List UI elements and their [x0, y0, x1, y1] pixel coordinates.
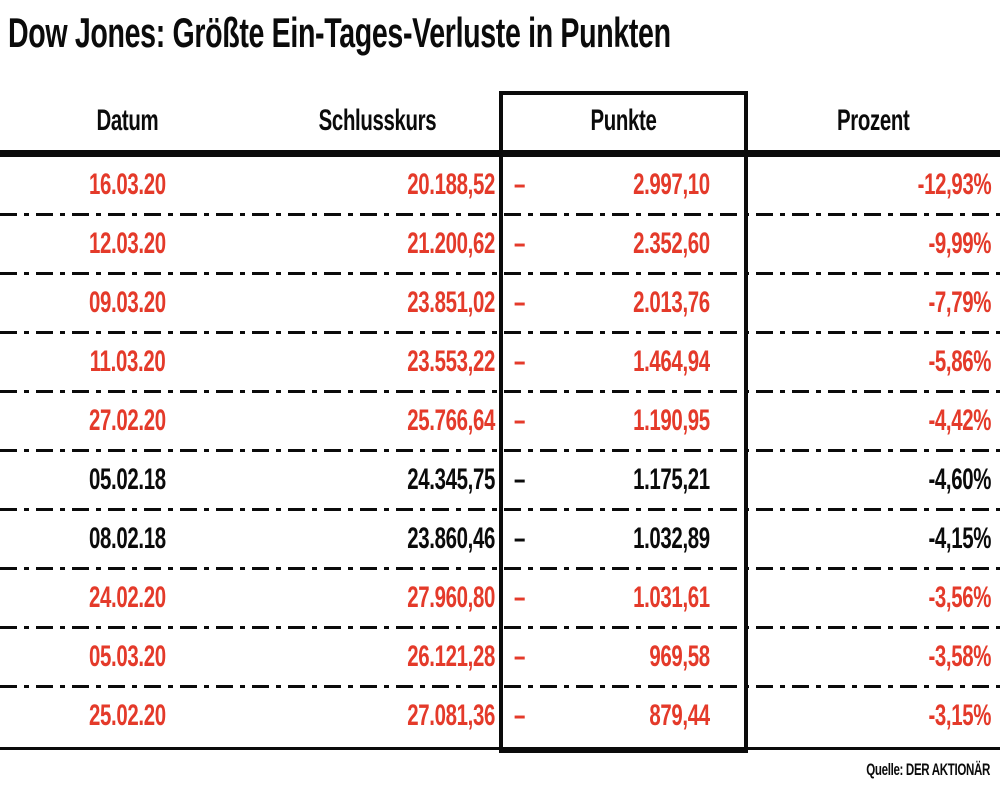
source-credit: Quelle: DER AKTIONÄR	[808, 760, 990, 780]
minus-sign: –	[514, 581, 526, 614]
cell-prozent: -4,15%	[928, 522, 991, 555]
cell-prozent: -9,99%	[928, 227, 991, 260]
cell-punkte: – 1.464,94	[514, 345, 710, 378]
cell-prozent: -3,56%	[928, 581, 991, 614]
table-row: 27.02.20 25.766,64 – 1.190,95 -4,42%	[0, 393, 1000, 449]
cell-datum: 12.03.20	[89, 227, 166, 260]
column-header-datum: Datum	[96, 104, 159, 137]
header-divider	[0, 150, 1000, 157]
minus-sign: –	[514, 699, 526, 732]
cell-schlusskurs: 23.860,46	[407, 522, 495, 555]
cell-schlusskurs: 20.188,52	[407, 168, 495, 201]
cell-prozent: -4,60%	[928, 463, 991, 496]
cell-schlusskurs: 27.960,80	[407, 581, 495, 614]
cell-punkte: – 1.190,95	[514, 404, 710, 437]
minus-sign: –	[514, 463, 526, 496]
cell-schlusskurs: 24.345,75	[407, 463, 495, 496]
table-bottom-border	[0, 747, 1000, 750]
minus-sign: –	[514, 404, 526, 437]
cell-datum: 25.02.20	[89, 699, 166, 732]
table-row: 08.02.18 23.860,46 – 1.032,89 -4,15%	[0, 511, 1000, 567]
minus-sign: –	[514, 522, 526, 555]
cell-datum: 11.03.20	[89, 345, 166, 378]
minus-sign: –	[514, 640, 526, 673]
cell-prozent: -7,79%	[928, 286, 991, 319]
table-header: Datum Schlusskurs Punkte Prozent	[0, 92, 1000, 150]
cell-prozent: -5,86%	[928, 345, 991, 378]
table-row: 11.03.20 23.553,22 – 1.464,94 -5,86%	[0, 334, 1000, 390]
page-title: Dow Jones: Größte Ein-Tages-Verluste in …	[8, 9, 983, 56]
minus-sign: –	[514, 227, 526, 260]
cell-schlusskurs: 21.200,62	[407, 227, 495, 260]
page-title-text: Dow Jones: Größte Ein-Tages-Verluste in …	[8, 9, 671, 56]
cell-punkte: – 969,58	[514, 640, 710, 673]
column-header-punkte: Punkte	[590, 104, 657, 137]
cell-schlusskurs: 26.121,28	[407, 640, 495, 673]
column-header-schlusskurs: Schlusskurs	[318, 104, 437, 137]
cell-punkte: – 1.175,21	[514, 463, 710, 496]
cell-datum: 24.02.20	[89, 581, 166, 614]
cell-schlusskurs: 25.766,64	[407, 404, 495, 437]
table-row: 05.03.20 26.121,28 – 969,58 -3,58%	[0, 629, 1000, 685]
table-row: 25.02.20 27.081,36 – 879,44 -3,15%	[0, 688, 1000, 744]
cell-datum: 09.03.20	[89, 286, 166, 319]
cell-punkte: – 1.031,61	[514, 581, 710, 614]
cell-datum: 16.03.20	[89, 168, 166, 201]
minus-sign: –	[514, 345, 526, 378]
cell-datum: 05.03.20	[89, 640, 166, 673]
cell-datum: 08.02.18	[89, 522, 166, 555]
cell-prozent: -3,58%	[928, 640, 991, 673]
cell-punkte: – 879,44	[514, 699, 710, 732]
source-credit-text: Quelle: DER AKTIONÄR	[866, 760, 990, 779]
cell-punkte: – 1.032,89	[514, 522, 710, 555]
table-row: 09.03.20 23.851,02 – 2.013,76 -7,79%	[0, 275, 1000, 331]
cell-schlusskurs: 27.081,36	[407, 699, 495, 732]
cell-datum: 05.02.18	[89, 463, 166, 496]
cell-prozent: -12,93%	[917, 168, 991, 201]
table-row: 12.03.20 21.200,62 – 2.352,60 -9,99%	[0, 216, 1000, 272]
cell-punkte: – 2.013,76	[514, 286, 710, 319]
table-body: 16.03.20 20.188,52 – 2.997,10 -12,93% 12…	[0, 157, 1000, 744]
cell-schlusskurs: 23.851,02	[407, 286, 495, 319]
cell-punkte: – 2.997,10	[514, 168, 710, 201]
table-row: 16.03.20 20.188,52 – 2.997,10 -12,93%	[0, 157, 1000, 213]
column-header-prozent: Prozent	[837, 104, 910, 137]
minus-sign: –	[514, 286, 526, 319]
cell-punkte: – 2.352,60	[514, 227, 710, 260]
cell-prozent: -4,42%	[928, 404, 991, 437]
table-row: 05.02.18 24.345,75 – 1.175,21 -4,60%	[0, 452, 1000, 508]
cell-datum: 27.02.20	[89, 404, 166, 437]
table-row: 24.02.20 27.960,80 – 1.031,61 -3,56%	[0, 570, 1000, 626]
minus-sign: –	[514, 168, 526, 201]
cell-schlusskurs: 23.553,22	[407, 345, 495, 378]
cell-prozent: -3,15%	[928, 699, 991, 732]
